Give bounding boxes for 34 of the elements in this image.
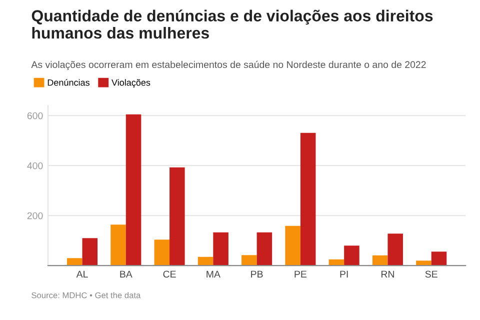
bar	[126, 114, 142, 266]
x-tick-label: AL	[76, 270, 88, 278]
bar	[372, 255, 388, 266]
y-tick-label: 600	[27, 112, 43, 120]
bar	[256, 232, 272, 266]
x-tick-label: RN	[381, 270, 394, 278]
bar	[110, 224, 126, 266]
legend-label: Violações	[112, 79, 150, 88]
bar	[300, 132, 316, 266]
bar	[213, 232, 228, 266]
bar	[388, 234, 403, 266]
x-tick-label: PB	[251, 270, 263, 278]
bar	[242, 255, 257, 266]
bar	[344, 246, 360, 266]
bar	[154, 240, 170, 266]
chart-title: Quantidade de denúncias e de violações aos direitos humanos das mulheres	[32, 10, 433, 39]
bar	[285, 226, 300, 266]
y-tick-label: 400	[27, 162, 43, 170]
bar	[66, 258, 82, 266]
bar	[170, 167, 185, 266]
x-tick-label: MA	[206, 270, 220, 278]
y-tick-label: 200	[27, 212, 43, 220]
x-tick-label: CE	[163, 270, 176, 278]
legend-label: Denúncias	[48, 79, 90, 86]
bar	[198, 256, 214, 266]
bar	[82, 238, 98, 266]
x-tick-label: PE	[294, 270, 307, 278]
bar	[431, 252, 447, 266]
chart-subtitle: As violações ocorreram em estabelecimentos de saúde no Nordeste durante o ano de 2022	[31, 60, 426, 70]
source-note: Source: MDHC • Get the data	[32, 292, 141, 298]
x-tick-label: PI	[340, 270, 348, 278]
x-tick-label: SE	[425, 270, 438, 278]
x-tick-label: BA	[120, 270, 132, 278]
bar	[416, 260, 432, 266]
